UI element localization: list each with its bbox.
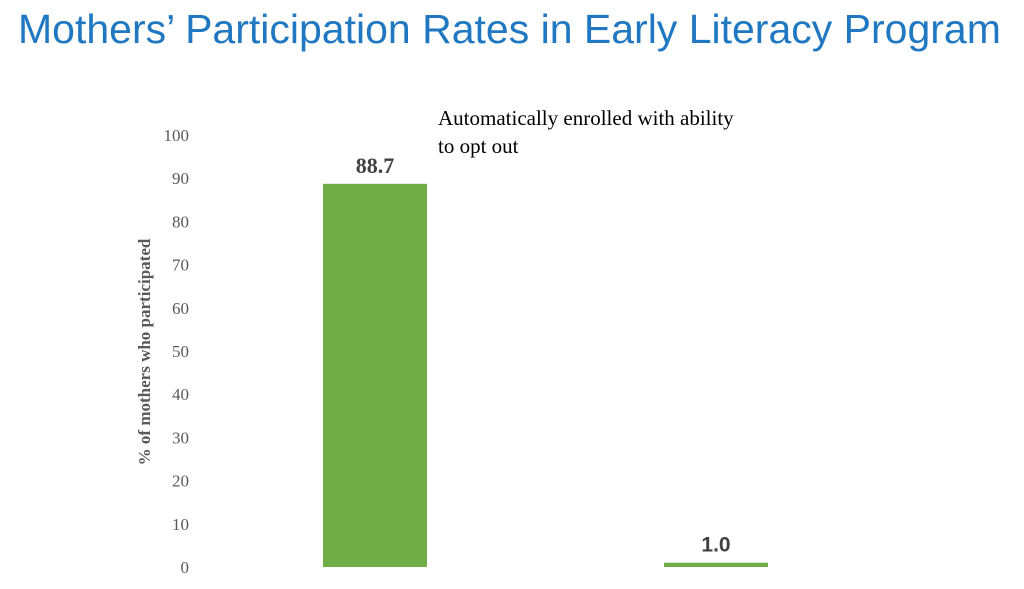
- data-label-2: 1.0: [701, 534, 730, 557]
- y-tick-label: 100: [164, 126, 190, 145]
- y-tick-label: 10: [172, 515, 189, 534]
- y-tick-label: 60: [172, 299, 189, 318]
- y-axis-label: % of mothers who participated: [135, 238, 154, 465]
- y-tick-label: 0: [181, 558, 190, 577]
- annotation-line-2: to opt out: [438, 134, 519, 158]
- bar-1: [323, 183, 427, 568]
- bar-2: [664, 562, 768, 567]
- y-axis-ticks: 0 10 20 30 40 50 60 70 80 90 100: [164, 126, 190, 577]
- y-tick-label: 90: [172, 169, 189, 188]
- y-tick-label: 50: [172, 342, 189, 361]
- bars: [323, 183, 768, 568]
- y-tick-label: 40: [172, 385, 189, 404]
- data-label-1: 88.7: [356, 153, 395, 178]
- chart-title: Mothers’ Participation Rates in Early Li…: [18, 6, 1001, 52]
- y-tick-label: 80: [172, 212, 189, 231]
- data-labels: 88.7 1.0: [356, 153, 731, 557]
- y-tick-label: 30: [172, 428, 189, 447]
- y-tick-label: 20: [172, 472, 189, 491]
- annotation-line-1: Automatically enrolled with ability: [438, 106, 734, 130]
- y-tick-label: 70: [172, 256, 189, 275]
